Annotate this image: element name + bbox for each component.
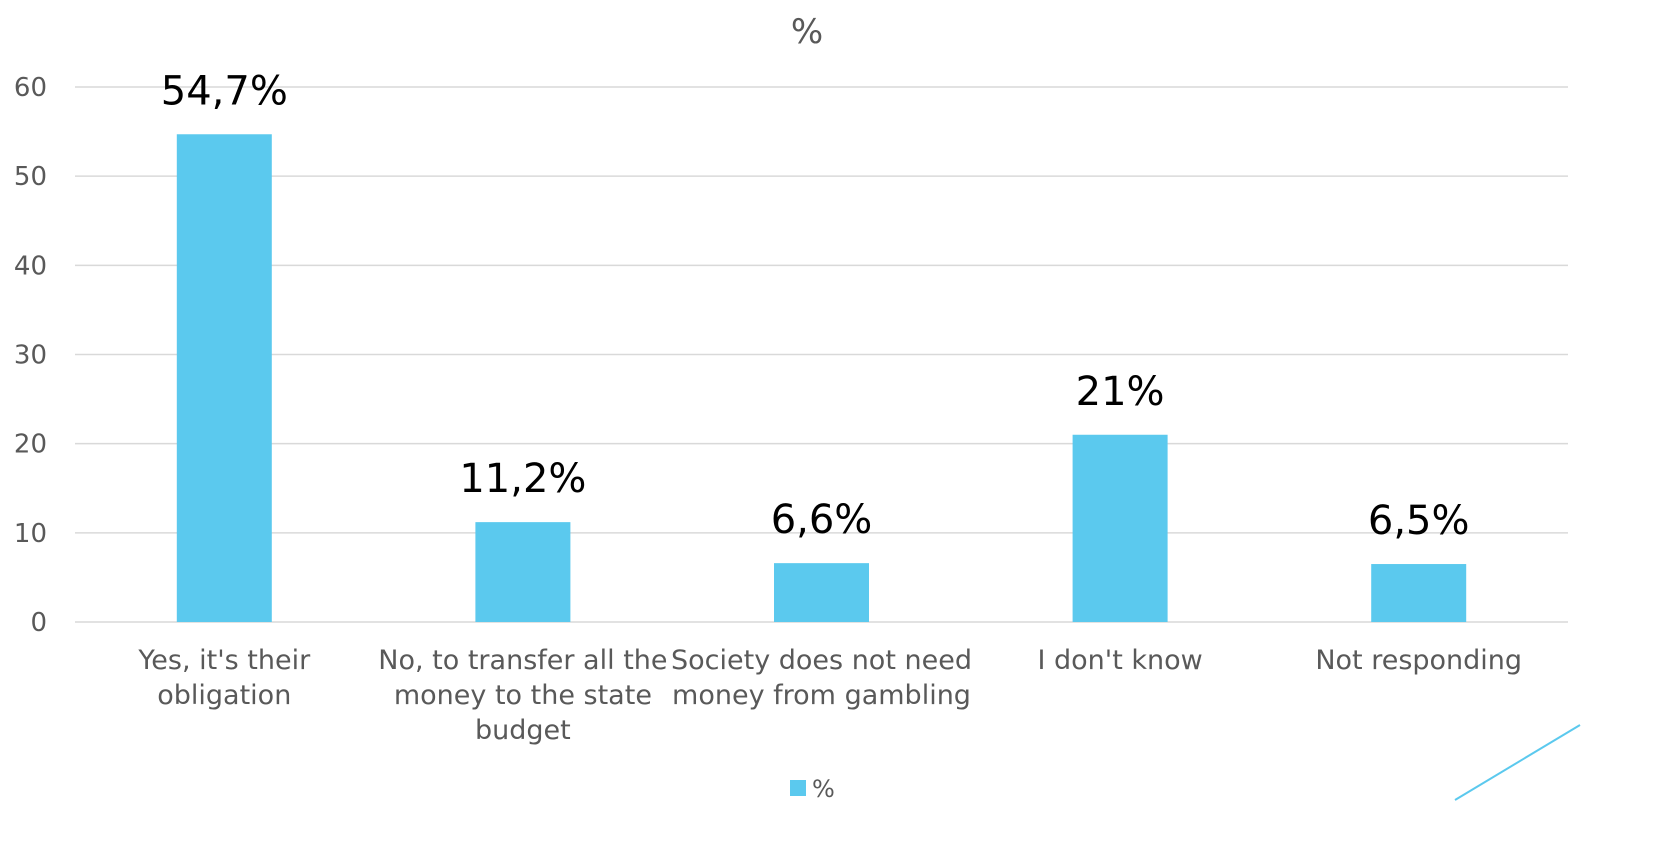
bar bbox=[1072, 434, 1168, 622]
legend: % bbox=[790, 775, 835, 803]
y-tick-label: 0 bbox=[30, 608, 47, 638]
y-tick-label: 40 bbox=[14, 251, 47, 281]
y-tick-label: 10 bbox=[14, 519, 47, 549]
data-label: 6,5% bbox=[1368, 498, 1470, 544]
legend-label: % bbox=[812, 775, 835, 803]
bar bbox=[475, 522, 571, 622]
y-axis-ticks: 0 10 20 30 40 50 60 bbox=[14, 73, 47, 638]
data-label: 11,2% bbox=[459, 456, 586, 502]
decorative-accent-line bbox=[1454, 724, 1581, 801]
y-tick-label: 60 bbox=[14, 73, 47, 103]
y-tick-label: 50 bbox=[14, 162, 47, 192]
category-label: No, to transfer all the money to the stat… bbox=[378, 645, 667, 746]
y-tick-label: 30 bbox=[14, 341, 47, 371]
category-label: I don't know bbox=[1037, 645, 1202, 676]
bar bbox=[1371, 564, 1467, 622]
x-axis-categories: Yes, it's their obligation No, to transfer… bbox=[137, 645, 1522, 746]
bar bbox=[774, 563, 869, 622]
data-label: 21% bbox=[1076, 369, 1165, 415]
category-label: Yes, it's their obligation bbox=[137, 645, 311, 711]
gridlines bbox=[75, 86, 1568, 623]
category-label: Society does not need money from gambling bbox=[671, 645, 972, 711]
y-tick-label: 20 bbox=[14, 430, 47, 460]
bar bbox=[176, 134, 272, 622]
data-labels: 54,7% 11,2% 6,6% 21% 6,5% bbox=[161, 68, 1470, 544]
category-label: Not responding bbox=[1315, 645, 1522, 676]
data-label: 6,6% bbox=[771, 497, 873, 543]
chart-title: % bbox=[791, 12, 823, 52]
legend-swatch bbox=[790, 780, 806, 796]
bars bbox=[176, 134, 1467, 622]
data-label: 54,7% bbox=[161, 68, 288, 114]
